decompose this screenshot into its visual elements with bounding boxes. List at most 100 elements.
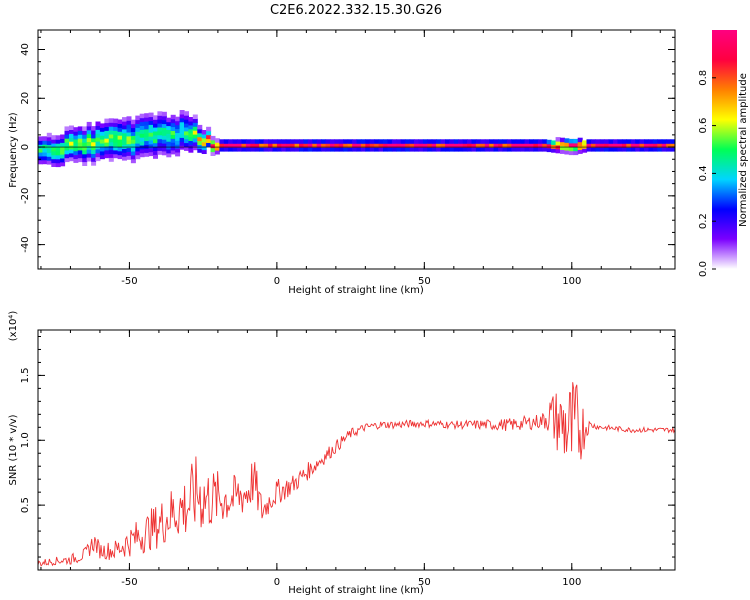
heatmap-cell [73,135,79,140]
heatmap-cell [201,149,207,154]
heatmap-cell [489,143,495,148]
heatmap-cell [498,139,504,144]
heatmap-cell [135,119,141,124]
heatmap-cell [86,157,92,162]
heatmap-cell [117,150,123,156]
heatmap-cell [551,148,557,153]
heatmap-cell [214,138,220,143]
heatmap-cell [135,135,141,140]
heatmap-cell [188,136,194,141]
heatmap-cell [86,141,92,146]
heatmap-cell [511,139,517,144]
heatmap-cell [144,152,150,157]
heatmap-cell [104,126,110,131]
heatmap-cell [99,139,105,144]
snr-plot-area [38,330,675,570]
heatmap-cell [197,140,203,145]
heatmap-cell [104,134,110,139]
heatmap-cell [60,161,66,167]
heatmap-cell [122,117,127,122]
heatmap-cell [126,131,132,137]
heatmap-cell [445,143,450,148]
heatmap-cell [161,139,167,144]
heatmap-cell [135,131,141,136]
heatmap-cell [551,144,557,149]
heatmap-cell [46,144,52,149]
heatmap-cell [272,147,278,152]
spectrogram-frame [37,29,676,270]
heatmap-cell [192,122,198,127]
heatmap-cell [440,139,446,144]
heatmap-cell [157,150,163,155]
heatmap-cell [254,143,260,148]
heatmap-cell [520,147,526,152]
heatmap-cell [148,143,154,149]
heatmap-cell [113,138,119,143]
heatmap-cell [321,139,327,144]
heatmap-cell [157,142,163,147]
heatmap-cell [325,147,331,152]
heatmap-cell [449,139,455,144]
heatmap-cell [365,139,371,144]
heatmap-cell [153,142,158,148]
heatmap-cell [396,143,402,148]
heatmap-cell [378,147,384,152]
snr-series [38,382,675,567]
heatmap-cell [130,158,136,164]
heatmap-cell [95,125,101,130]
heatmap-cell [161,111,167,117]
heatmap-cell [188,148,194,153]
heatmap-cell [617,139,623,144]
heatmap-cell [197,136,203,142]
heatmap-cell [542,139,548,144]
x-tick-label: 50 [418,276,431,287]
heatmap-cell [564,142,570,147]
heatmap-cell [537,139,543,144]
heatmap-cell [453,139,459,144]
heatmap-cell [42,155,48,161]
heatmap-cell [126,143,132,149]
heatmap-cell [568,146,574,152]
heatmap-cell [122,144,127,149]
heatmap-cell [506,139,512,144]
heatmap-cell [99,142,105,148]
heatmap-cell [577,137,583,143]
heatmap-cell [157,115,163,120]
heatmap-cell [245,147,251,152]
heatmap-cell [86,121,92,127]
heatmap-cell [130,127,136,132]
heatmap-cell [223,147,229,152]
heatmap-cell [595,143,601,148]
heatmap-cell [608,139,614,144]
heatmap-cell [347,147,353,152]
heatmap-cell [356,139,362,144]
heatmap-cell [91,149,97,154]
heatmap-cell [356,143,362,148]
heatmap-cell [188,124,194,130]
heatmap-cell [515,139,521,144]
heatmap-cell [175,132,181,137]
heatmap-cell [77,134,83,139]
heatmap-cell [533,147,539,152]
heatmap-cell [86,145,92,150]
heatmap-cell [175,116,181,122]
heatmap-cell [51,150,57,156]
heatmap-cell [604,143,610,148]
heatmap-cell [214,150,220,155]
heatmap-cell [467,143,473,148]
heatmap-cell [599,143,605,148]
heatmap-cell [613,143,619,148]
heatmap-cell [427,139,433,144]
heatmap-cell [639,143,645,148]
x-tick-label: 100 [562,276,581,287]
heatmap-cell [46,132,52,138]
heatmap-cell [542,147,548,152]
heatmap-cell [294,143,300,148]
heatmap-cell [537,147,543,152]
heatmap-cell [95,152,101,158]
heatmap-cell [166,125,172,130]
heatmap-cell [493,143,499,148]
heatmap-cell [184,111,189,116]
heatmap-cell [360,139,366,144]
heatmap-cell [312,139,318,144]
